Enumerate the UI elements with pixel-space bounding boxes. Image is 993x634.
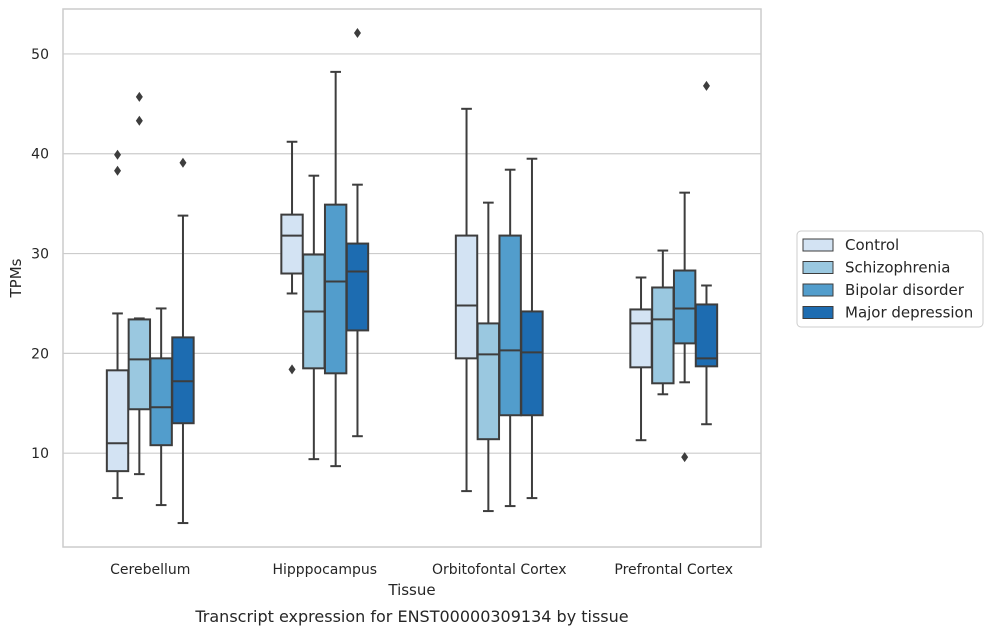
chart-caption: Transcript expression for ENST0000030913… [194, 607, 628, 626]
y-axis-label: TPMs [7, 258, 25, 298]
plot-area-frame [62, 8, 762, 548]
x-tick-label: Orbitofontal Cortex [432, 562, 567, 578]
box-iqr [498, 234, 522, 417]
box-iqr [520, 310, 544, 417]
box [105, 149, 130, 500]
box-iqr [345, 242, 370, 332]
box-iqr [127, 318, 152, 411]
outlier-point [179, 157, 187, 168]
box-iqr [323, 203, 348, 375]
box-iqr [454, 234, 479, 360]
box [454, 107, 479, 493]
box-iqr [651, 286, 675, 385]
box-iqr [672, 269, 697, 345]
legend-item: Schizophrenia [802, 259, 950, 277]
legend-label: Schizophrenia [845, 259, 950, 277]
legend-swatch [802, 306, 834, 319]
box-iqr [476, 322, 501, 441]
series-group [149, 70, 697, 508]
x-axis-ticks: Cerebellum Hipppocampus Orbitofontal Corte… [110, 562, 733, 578]
legend-label: Bipolar disorder [845, 281, 965, 299]
box [302, 174, 326, 461]
legend-label: Control [845, 236, 899, 254]
outlier-point [702, 80, 710, 91]
series-group [105, 107, 653, 500]
y-tick-label: 40 [31, 147, 49, 163]
outlier-point [135, 91, 143, 102]
legend-swatch [802, 283, 834, 297]
legend: Control Schizophrenia Bipolar disorder Majo… [796, 230, 984, 328]
box-series [105, 27, 719, 525]
outlier-point [681, 452, 689, 463]
box [171, 157, 195, 525]
box-iqr [105, 369, 130, 473]
legend-swatch [802, 238, 834, 252]
outlier-point [114, 165, 122, 176]
legend-item: Control [802, 236, 899, 254]
x-tick-label: Cerebellum [110, 562, 190, 578]
box-iqr [280, 213, 304, 275]
y-tick-label: 20 [31, 346, 49, 362]
y-tick-label: 50 [31, 47, 49, 63]
legend-item: Major depression [802, 304, 973, 322]
box [520, 157, 544, 500]
legend-frame [796, 230, 984, 328]
legend-item: Bipolar disorder [802, 281, 965, 299]
box-iqr [629, 308, 653, 369]
legend-label: Major depression [845, 304, 973, 322]
outlier-point [135, 115, 143, 126]
outlier-point [114, 149, 122, 160]
series-group [171, 27, 719, 525]
outlier-point [353, 27, 361, 38]
box-iqr [694, 303, 719, 368]
x-tick-label: Hipppocampus [272, 562, 377, 578]
legend-swatch [802, 261, 834, 274]
box [280, 140, 304, 375]
y-tick-label: 30 [31, 247, 49, 263]
box [476, 201, 501, 513]
y-tick-label: 10 [31, 446, 49, 462]
box [127, 91, 152, 476]
box [694, 80, 719, 426]
y-axis-ticks: 10 20 30 40 50 [31, 47, 49, 462]
x-axis-label: Tissue [387, 581, 435, 599]
box [345, 27, 370, 438]
box-iqr [149, 357, 173, 447]
x-tick-label: Prefrontal Cortex [614, 562, 733, 578]
outlier-point [288, 364, 296, 375]
